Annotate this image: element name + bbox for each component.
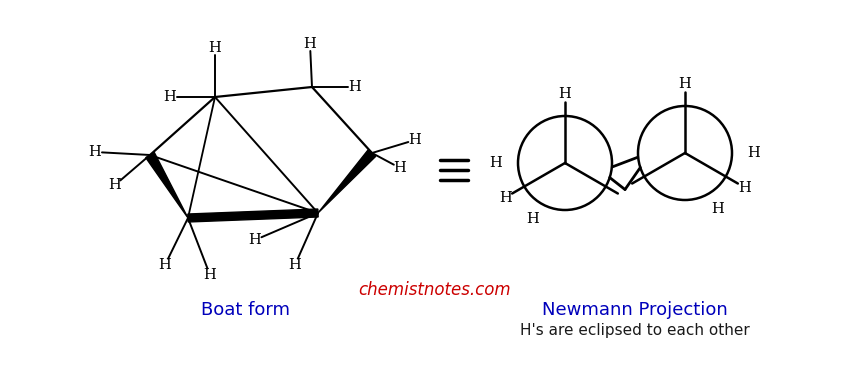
Text: H: H (393, 161, 406, 175)
Text: H: H (108, 178, 121, 192)
Text: H: H (288, 258, 301, 272)
Text: chemistnotes.com: chemistnotes.com (359, 281, 511, 299)
Text: H: H (89, 145, 102, 159)
Text: Newmann Projection: Newmann Projection (542, 301, 728, 319)
Circle shape (638, 106, 732, 200)
Text: H: H (409, 133, 421, 147)
Text: H: H (208, 41, 221, 55)
Polygon shape (318, 149, 375, 213)
Text: H: H (304, 37, 316, 51)
Text: H: H (158, 258, 171, 272)
Text: H: H (490, 156, 502, 170)
Text: H: H (164, 90, 177, 104)
Text: H's are eclipsed to each other: H's are eclipsed to each other (520, 323, 750, 337)
Text: H: H (203, 268, 216, 282)
Text: H: H (499, 191, 511, 205)
Text: H: H (678, 77, 691, 91)
Text: H: H (249, 233, 262, 247)
Text: H: H (747, 146, 760, 160)
Text: H: H (526, 212, 539, 226)
Circle shape (518, 116, 612, 210)
Text: H: H (711, 202, 724, 216)
Polygon shape (188, 209, 319, 222)
Text: Boat form: Boat form (201, 301, 289, 319)
Text: H: H (349, 80, 362, 94)
Text: H: H (739, 181, 751, 195)
Polygon shape (146, 152, 188, 218)
Text: H: H (559, 87, 572, 101)
